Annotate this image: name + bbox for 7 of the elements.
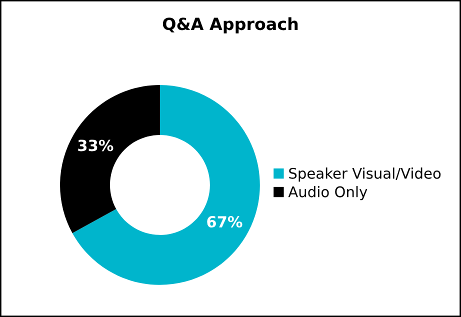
donut-slice (60, 85, 160, 234)
chart-title: Q&A Approach (162, 17, 298, 34)
data-label: 67% (207, 216, 242, 228)
legend-label: Speaker Visual/Video (289, 168, 441, 182)
donut-slice (72, 85, 260, 285)
legend-label: Audio Only (288, 186, 368, 200)
data-label: 33% (78, 140, 114, 152)
